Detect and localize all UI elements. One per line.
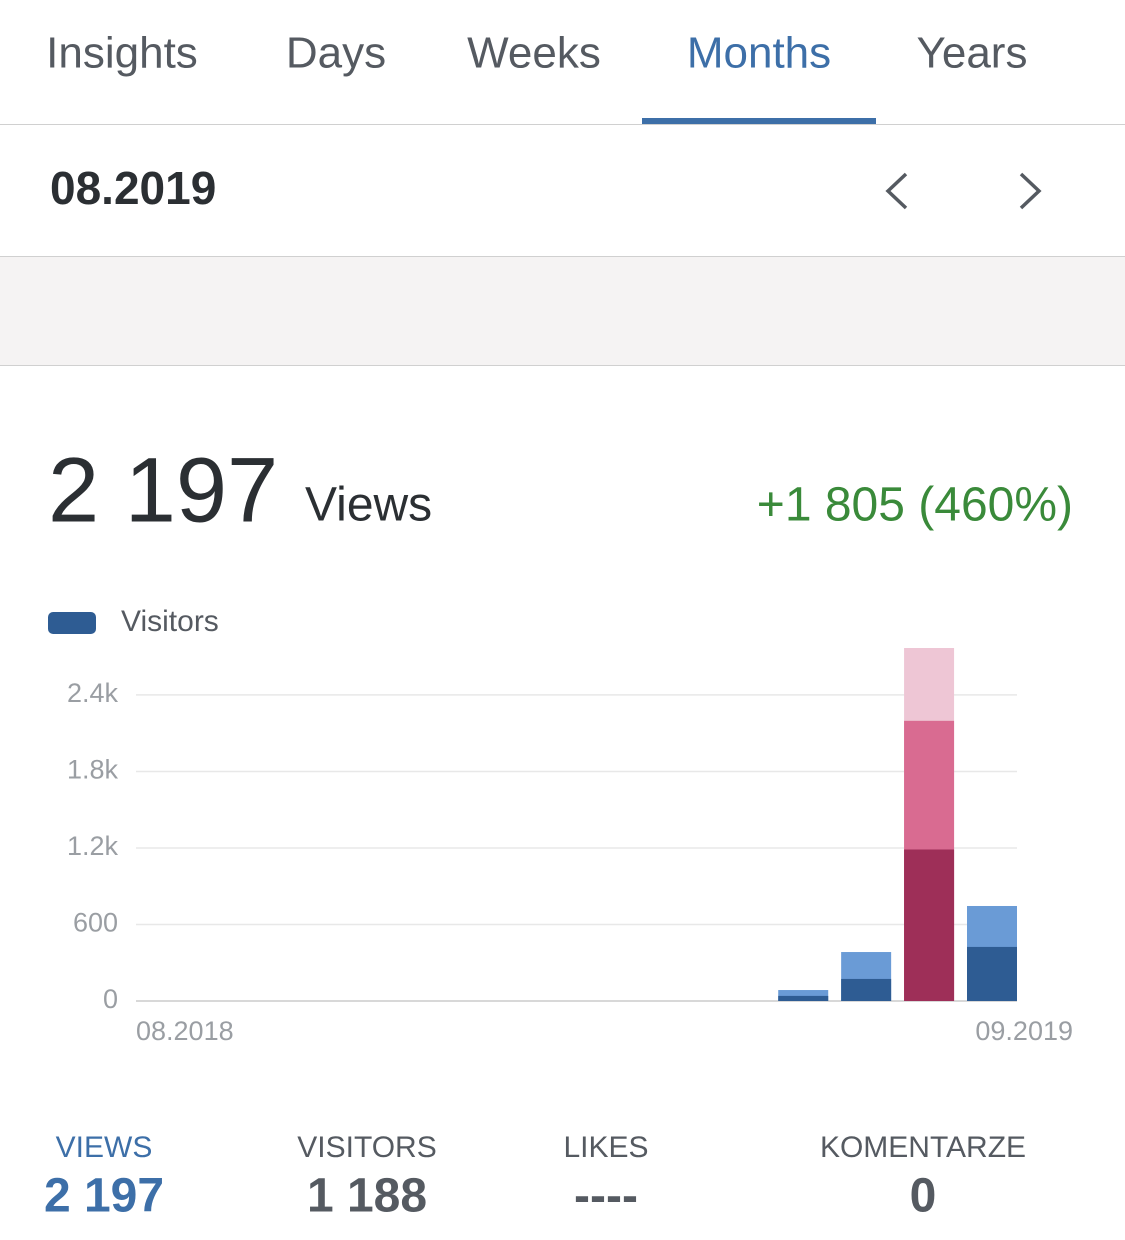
stat-label[interactable]: LIKES (563, 1131, 648, 1164)
bar[interactable] (967, 946, 1017, 1001)
prev-button[interactable] (885, 172, 908, 210)
bar[interactable] (904, 849, 955, 1001)
gray-band (0, 256, 1125, 365)
x-tick-label: 09.2019 (975, 1016, 1073, 1046)
x-tick-label: 08.2018 (136, 1016, 234, 1046)
y-tick-label: 0 (103, 984, 118, 1014)
bar[interactable] (778, 990, 829, 1001)
tab[interactable]: Weeks (467, 29, 601, 78)
summary-value: 2 197 (48, 439, 278, 541)
tab-underline (642, 118, 876, 124)
legend-label: Visitors (121, 605, 219, 638)
y-tick-label: 2.4k (67, 678, 119, 708)
stat-value[interactable]: 1 188 (307, 1170, 427, 1223)
stat-value[interactable]: 2 197 (44, 1170, 164, 1223)
tab[interactable]: Insights (46, 29, 198, 78)
summary-change: +1 805 (460%) (757, 479, 1073, 532)
tab[interactable]: Years (917, 29, 1028, 78)
next-button[interactable] (1019, 172, 1042, 210)
legend-swatch (48, 612, 96, 634)
period: 08.2019 (50, 162, 216, 214)
summary-unit: Views (305, 479, 432, 532)
tab[interactable]: Months (687, 29, 831, 78)
y-tick-label: 1.2k (67, 831, 119, 861)
bar[interactable] (778, 995, 829, 1001)
stat-value[interactable]: ---- (574, 1170, 638, 1223)
stat-label[interactable]: VISITORS (297, 1131, 436, 1164)
stat-label[interactable]: VIEWS (56, 1131, 153, 1164)
stat-value[interactable]: 0 (910, 1170, 937, 1223)
stat-label[interactable]: KOMENTARZE (820, 1131, 1026, 1164)
tab[interactable]: Days (286, 29, 386, 78)
y-tick-label: 600 (73, 908, 118, 938)
y-tick-label: 1.8k (67, 755, 119, 785)
bar[interactable] (841, 978, 892, 1001)
